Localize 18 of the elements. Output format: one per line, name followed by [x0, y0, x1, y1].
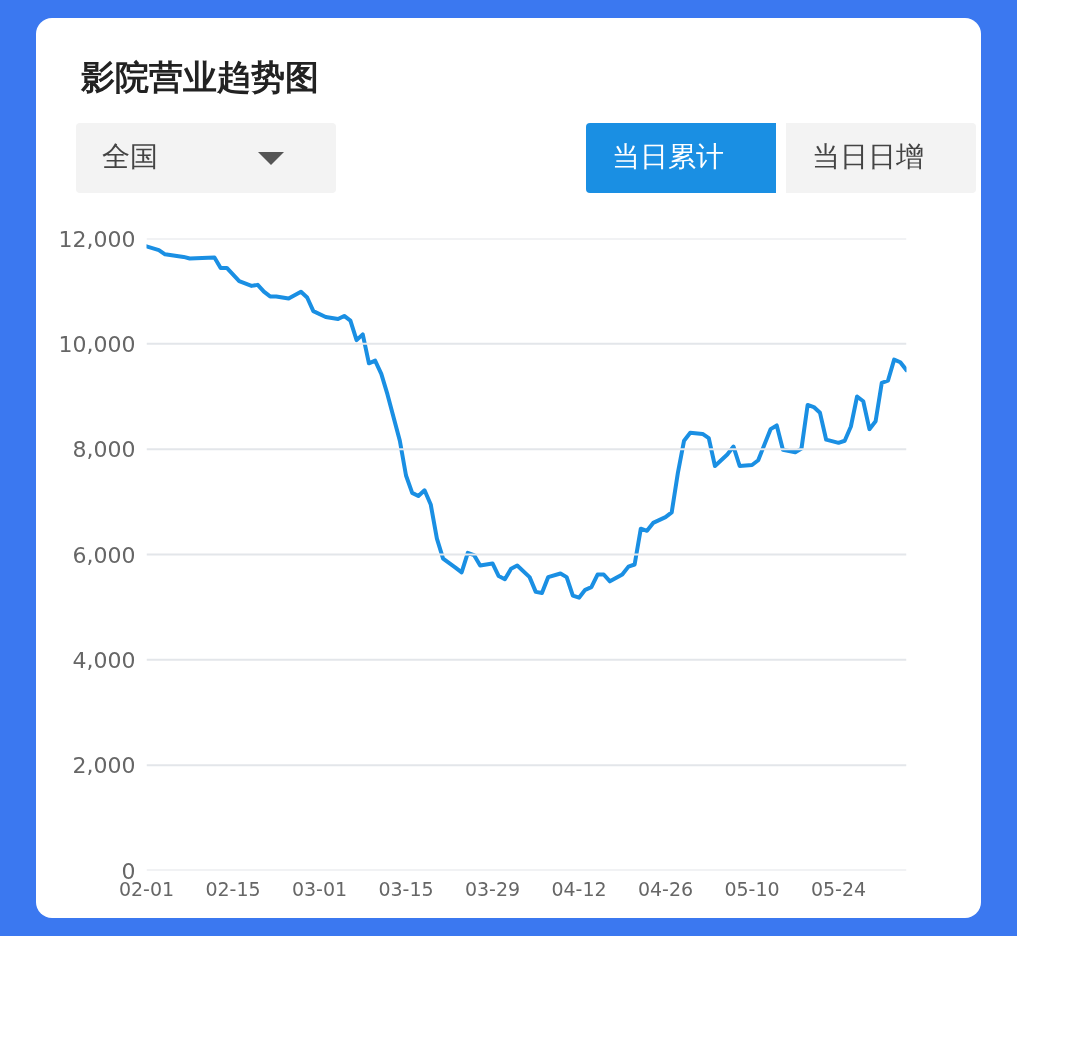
x-tick-label: 03-29 — [464, 877, 521, 900]
chart-title: 影院营业趋势图 — [81, 56, 319, 99]
text: 当日日增 — [812, 139, 924, 175]
x-tick-label: 02-15 — [205, 877, 261, 900]
y-tick-label: 12,000 — [58, 226, 136, 252]
text: 当日累计 — [612, 139, 724, 175]
x-tick-label: 04-12 — [551, 877, 607, 900]
y-tick-label: 8,000 — [72, 437, 136, 463]
y-tick-label: 10,000 — [58, 331, 136, 357]
y-tick-label: 6,000 — [72, 542, 136, 568]
text: 全国 — [102, 139, 159, 175]
x-tick-label: 04-26 — [637, 877, 694, 900]
y-tick-label: 2,000 — [72, 753, 136, 779]
x-tick-label: 05-24 — [810, 877, 867, 900]
y-tick-label: 4,000 — [72, 647, 136, 673]
x-tick-label: 03-15 — [378, 877, 434, 900]
x-tick-label: 05-10 — [724, 877, 780, 900]
x-tick-label: 03-01 — [291, 877, 348, 900]
